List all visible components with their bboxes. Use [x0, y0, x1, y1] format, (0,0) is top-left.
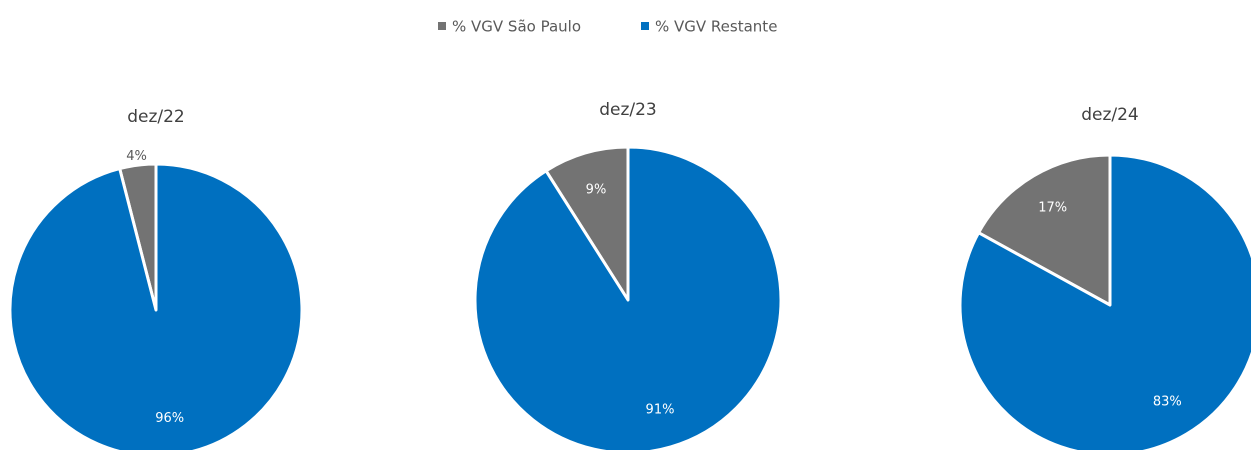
pie-slice	[977, 153, 1112, 307]
pie-slice	[473, 145, 783, 450]
chart-title: dez/23	[599, 100, 657, 120]
legend-label: % VGV Restante	[655, 18, 777, 36]
data-label: 17%	[1038, 201, 1067, 216]
pie-slice	[958, 153, 1251, 450]
legend-marker	[438, 22, 446, 30]
data-label: 4%	[126, 149, 147, 164]
pie-slice	[8, 162, 304, 450]
data-label: 96%	[155, 411, 184, 426]
chart-title: dez/24	[1081, 105, 1139, 125]
data-label: 83%	[1153, 394, 1182, 409]
legend-marker	[641, 22, 649, 30]
chart-title: dez/22	[127, 107, 185, 127]
legend-label: % VGV São Paulo	[452, 18, 581, 36]
pie-slice	[544, 145, 630, 302]
data-label: 91%	[646, 403, 675, 418]
data-label: 9%	[586, 182, 607, 197]
